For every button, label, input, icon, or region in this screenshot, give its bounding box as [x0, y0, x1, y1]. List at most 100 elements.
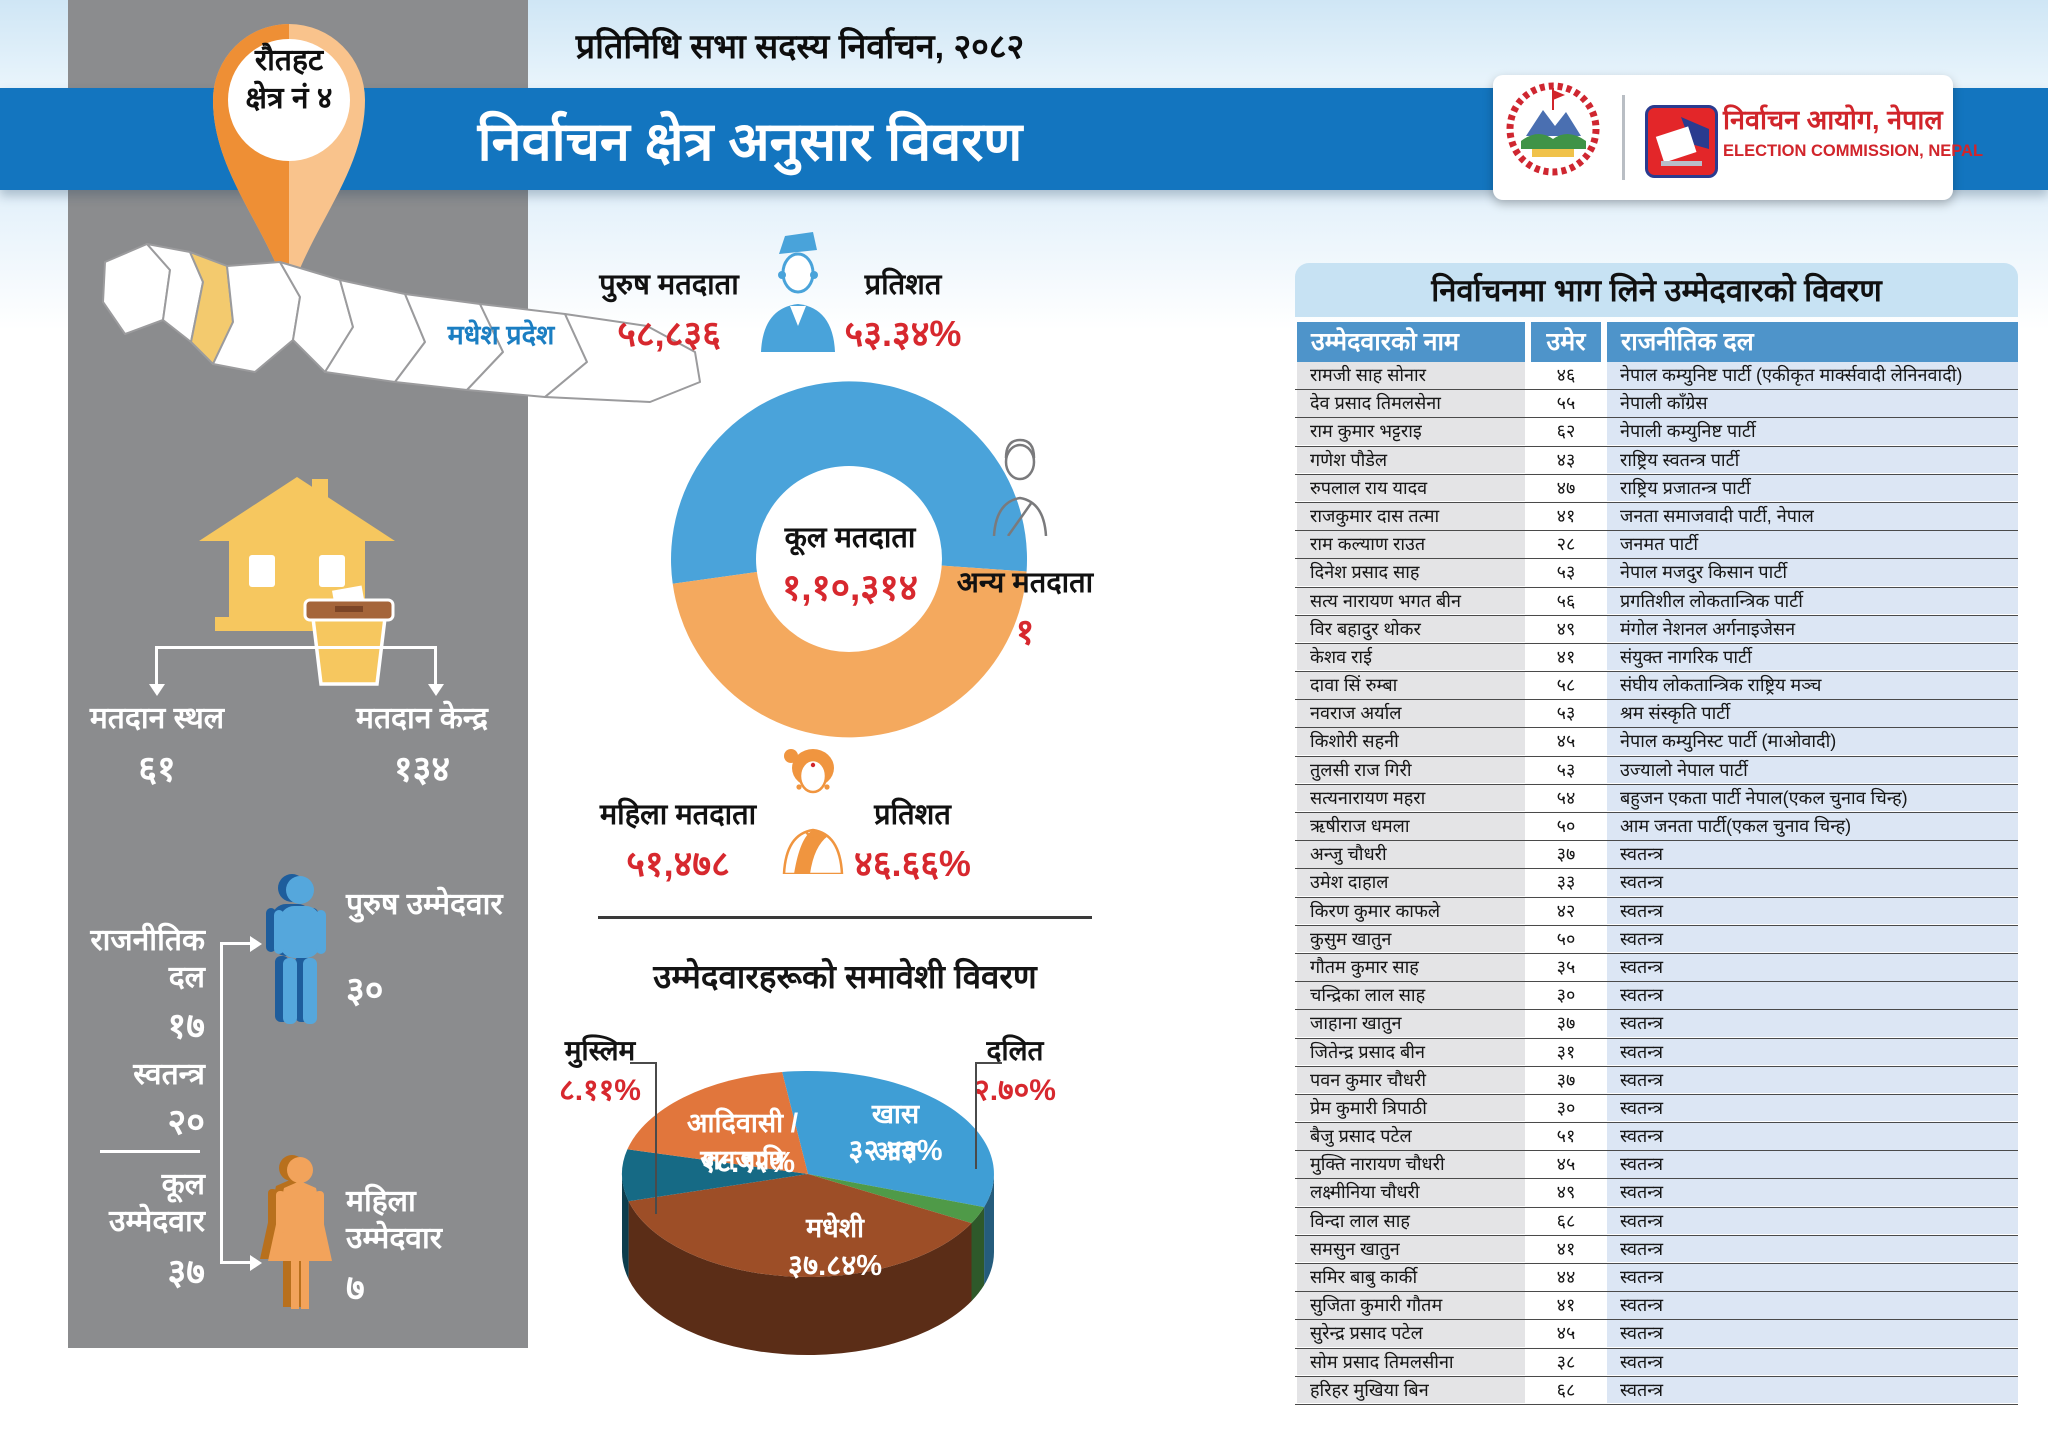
other-voters-block: अन्य मतदाता १ [955, 562, 1095, 655]
female-pct-value: ४६.६६% [854, 843, 971, 884]
cell-age: ४१ [1531, 502, 1601, 530]
column-header-party: राजनीतिक दल [1607, 322, 2018, 362]
table-row: सत्यनारायण महरा ५४ बहुजन एकता पार्टी नेपाल… [1295, 784, 2018, 813]
cell-party: मंगोल नेशनल अर्गनाइजेसन [1607, 615, 2018, 643]
cell-age: ३० [1531, 982, 1601, 1009]
cell-name: किरण कुमार काफले [1297, 897, 1525, 925]
female-voters-block: महिला मतदाता ५१,४७८ [593, 794, 763, 887]
pie-label-madheshi: मधेशी [805, 1213, 865, 1243]
male-voters-value: ५८,८३६ [617, 313, 721, 354]
cell-name: किशोरी सहनी [1297, 728, 1525, 756]
table-row: सुरेन्द्र प्रसाद पटेल ४५ स्वतन्त्र [1295, 1320, 2018, 1349]
polling-place-block: मतदान स्थल ६१ [72, 700, 242, 792]
nepal-government-emblem-icon [1506, 82, 1600, 176]
cell-age: ५८ [1531, 672, 1601, 699]
down-arrow-icon [428, 684, 444, 696]
independent-count-label: स्वतन्त्र [133, 1058, 205, 1091]
male-candidate-figure-icon [266, 874, 326, 1024]
bracket-top [220, 942, 250, 945]
cell-name: विन्दा लाल साह [1297, 1207, 1525, 1235]
table-row: विन्दा लाल साह ६८ स्वतन्त्र [1295, 1207, 2018, 1236]
cell-party: स्वतन्त्र [1607, 1038, 2018, 1066]
female-pct-block: प्रतिशत ४६.६६% [845, 794, 980, 887]
female-voter-bust-icon [782, 749, 844, 874]
polling-place-label: मतदान स्थल [89, 702, 225, 735]
leader-line-dalit [975, 1062, 1002, 1169]
cell-name: जितेन्द्र प्रसाद बीन [1297, 1038, 1525, 1066]
other-voters-value: १ [1015, 611, 1035, 652]
male-candidates-label: पुरुष उम्मेदवार [346, 888, 503, 921]
province-label: मधेश प्रदेश [447, 319, 556, 350]
cell-age: ३१ [1531, 1038, 1601, 1066]
commission-name-english: ELECTION COMMISSION, NEPAL [1723, 142, 1984, 160]
cell-name: समिर बाबु कार्की [1297, 1264, 1525, 1291]
table-row: तुलसी राज गिरी ५३ उज्यालो नेपाल पार्टी [1295, 756, 2018, 785]
cell-name: सोम प्रसाद तिमलसीना [1297, 1348, 1525, 1376]
page-pretitle: प्रतिनिधि सभा सदस्य निर्वाचन, २०८२ [575, 28, 1025, 66]
male-pct-value: ५३.३४% [844, 313, 962, 354]
pin-constituency: क्षेत्र नं ४ [245, 82, 333, 115]
polling-connector-line [155, 646, 437, 649]
commission-name-nepali: निर्वाचन आयोग, नेपाल [1723, 105, 1943, 135]
cell-party: स्वतन्त्र [1607, 1264, 2018, 1291]
total-voters-label: कूल मतदाता [784, 522, 916, 554]
cell-party: स्वतन्त्र [1607, 1151, 2018, 1178]
cell-age: ४२ [1531, 897, 1601, 925]
other-voter-bust-icon [992, 438, 1048, 536]
cell-name: सत्य नारायण भगत बीन [1297, 587, 1525, 615]
table-row: राम कुमार भट्टराइ ६२ नेपाली कम्युनिष्ट पार… [1295, 418, 2018, 447]
cell-name: कुसुम खातुन [1297, 925, 1525, 953]
cell-name: गौतम कुमार साह [1297, 953, 1525, 981]
logo-divider [1622, 95, 1625, 180]
cell-name: केशव राई [1297, 643, 1525, 671]
cell-party: जनता समाजवादी पार्टी, नेपाल [1607, 502, 2018, 530]
polling-place-value: ६१ [138, 748, 176, 789]
cell-age: ५४ [1531, 784, 1601, 812]
cell-age: ४५ [1531, 728, 1601, 756]
male-candidates-value: ३० [346, 969, 384, 1010]
total-candidates-label: कूल उम्मेदवार [109, 1168, 205, 1238]
table-row: मुक्ति नारायण चौधरी ४५ स्वतन्त्र [1295, 1151, 2018, 1180]
female-pct-label: प्रतिशत [874, 799, 951, 831]
total-candidates-value: ३७ [167, 1251, 205, 1292]
table-row: हरिहर मुखिया बिन ६८ स्वतन्त्र [1295, 1376, 2018, 1405]
table-row: पवन कुमार चौधरी ३७ स्वतन्त्र [1295, 1066, 2018, 1095]
inclusion-title: उम्मेदवारहरूको समावेशी विवरण [653, 958, 1037, 995]
cell-party: नेपाली कम्युनिष्ट पार्टी [1607, 418, 2018, 445]
table-row: गौतम कुमार साह ३५ स्वतन्त्र [1295, 953, 2018, 983]
other-voters-label: अन्य मतदाता [956, 567, 1094, 599]
province-map: मधेश प्रदेश [102, 243, 701, 403]
female-candidates-label: महिला उम्मेदवार [346, 1185, 442, 1255]
cell-name: ऋषीराज धमला [1297, 813, 1525, 840]
cell-name: रामजी साह सोनार [1297, 362, 1525, 389]
pie-label-adivasi: आदिवासी / जनजाति [686, 1108, 799, 1175]
cell-party: जनमत पार्टी [1607, 531, 2018, 558]
cell-age: ३७ [1531, 841, 1601, 868]
table-row: विर बहादुर थोकर ४९ मंगोल नेशनल अर्गनाइजेसन [1295, 615, 2018, 644]
cell-name: सत्यनारायण महरा [1297, 784, 1525, 812]
pie-label-khas: खास आय [871, 1099, 920, 1166]
cell-name: रुपलाल राय यादव [1297, 474, 1525, 502]
cell-party: स्वतन्त्र [1607, 1123, 2018, 1150]
page-title: निर्वाचन क्षेत्र अनुसार विवरण [477, 112, 1023, 172]
summary-divider [100, 1150, 200, 1153]
cell-party: नेपाल कम्युनिष्ट पार्टी (एकीकृत मार्क्सव… [1607, 362, 2018, 389]
cell-age: ६८ [1531, 1376, 1601, 1404]
cell-party: स्वतन्त्र [1607, 925, 2018, 953]
table-row: सत्य नारायण भगत बीन ५६ प्रगतिशील लोकतान्त्… [1295, 587, 2018, 616]
pie-value-dalit: २.७०% [974, 1074, 1056, 1107]
table-row: नवराज अर्याल ५३ श्रम संस्कृति पार्टी [1295, 700, 2018, 729]
table-row: बैजु प्रसाद पटेल ५१ स्वतन्त्र [1295, 1123, 2018, 1152]
cell-age: ३३ [1531, 869, 1601, 896]
party-count-value: १७ [167, 1005, 205, 1046]
cell-name: चन्द्रिका लाल साह [1297, 982, 1525, 1009]
cell-age: ४९ [1531, 1179, 1601, 1207]
cell-age: ४१ [1531, 1235, 1601, 1263]
table-row: राजकुमार दास तत्मा ४१ जनता समाजवादी पार्टी… [1295, 502, 2018, 532]
cell-party: स्वतन्त्र [1607, 897, 2018, 925]
cell-party: स्वतन्त्र [1607, 1292, 2018, 1319]
cell-party: स्वतन्त्र [1607, 1094, 2018, 1122]
cell-name: बैजु प्रसाद पटेल [1297, 1123, 1525, 1150]
map-pin-icon [213, 24, 365, 298]
leader-line-muslim [630, 1062, 657, 1214]
